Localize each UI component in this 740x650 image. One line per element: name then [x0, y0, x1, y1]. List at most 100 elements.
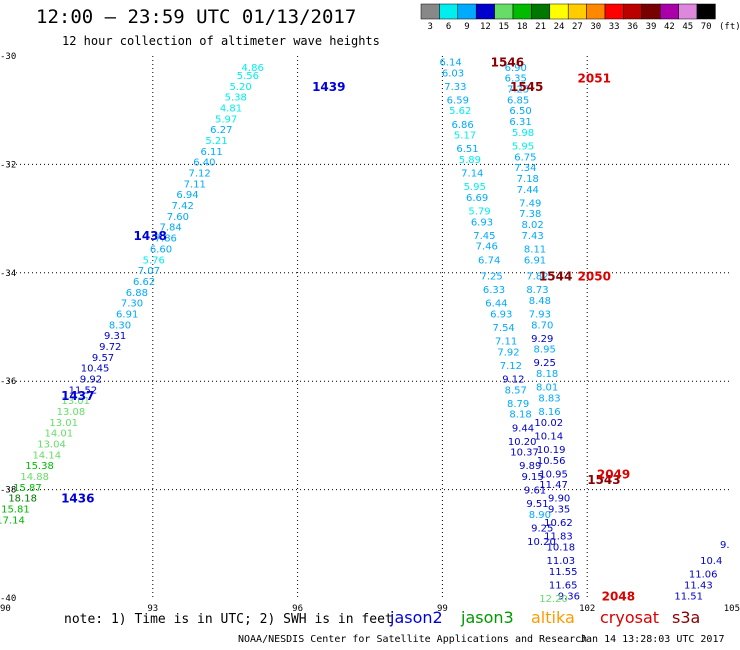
wave-height-value: 11.51	[674, 591, 703, 602]
wave-height-value: 15.87	[13, 483, 42, 494]
wave-height-value: 7.46	[476, 242, 498, 253]
time-label: 2048	[602, 589, 635, 603]
wave-height-value: 7.42	[172, 201, 194, 212]
wave-height-value: 7.30	[121, 299, 143, 310]
wave-height-value: 7.86	[155, 234, 177, 245]
wave-height-value: 5.38	[225, 93, 247, 104]
wave-height-value: 4.81	[220, 103, 242, 114]
wave-height-value: 9.29	[531, 334, 553, 345]
time-label: 1439	[312, 80, 345, 94]
time-label: 2051	[578, 72, 611, 86]
x-tick-label: 99	[437, 604, 448, 614]
y-tick-label: -32	[0, 160, 16, 170]
y-tick-label: -38	[0, 486, 16, 496]
wave-height-value: 14.14	[32, 450, 61, 461]
wave-height-value: 9.89	[519, 461, 541, 472]
wave-height-value: 10.19	[537, 445, 566, 456]
footer-timestamp: Jan 14 13:28:03 UTC 2017	[580, 634, 725, 645]
wave-height-value: 10.14	[534, 431, 563, 442]
wave-height-value: 7.49	[519, 198, 541, 209]
chart-subtitle: 12 hour collection of altimeter wave hei…	[62, 34, 380, 48]
time-label: 1546	[491, 55, 524, 69]
wave-height-value: 6.31	[509, 117, 531, 128]
color-scale-label: 33	[608, 22, 620, 32]
color-scale-label: 12	[479, 22, 491, 32]
time-label: 1437	[61, 389, 94, 403]
color-scale-bin	[494, 3, 514, 20]
wave-height-value: 11.43	[684, 580, 713, 591]
wave-height-value: 17.14	[0, 515, 25, 526]
color-scale-label: 6	[445, 22, 452, 32]
wave-height-value: 6.11	[201, 147, 223, 158]
wave-height-value: 5.17	[454, 131, 476, 142]
x-tick-label: 96	[292, 604, 303, 614]
x-tick-label: 102	[579, 604, 595, 614]
time-labels: 1439 1438 1437 1436 1546 1545 1544 1543 2051 2050…	[61, 55, 635, 603]
axis-ticks: 90 93 96 99 102 105 -30 -32 -34 -36 -38 -40	[0, 52, 740, 614]
wave-height-value: 10.37	[510, 448, 539, 459]
color-scale-unit: (ft)	[719, 22, 740, 32]
wave-height-value: 8.18	[536, 369, 558, 380]
wave-height-value: 8.11	[524, 244, 546, 255]
color-scale-label: 3	[427, 22, 433, 32]
wave-height-value: 5.98	[512, 128, 534, 139]
time-label: 1438	[133, 229, 166, 243]
wave-height-value: 6.74	[478, 255, 500, 266]
color-scale-label: 27	[571, 22, 583, 32]
wave-height-value: 6.50	[509, 106, 531, 117]
wave-height-value: 6.91	[116, 309, 138, 320]
wave-height-value: 6.59	[447, 95, 469, 106]
wave-height-value: 7.25	[480, 272, 502, 283]
wave-height-value: 11.55	[549, 567, 578, 578]
wave-height-value: 7.43	[521, 231, 543, 242]
wave-height-value: 9.15	[521, 472, 543, 483]
y-tick-label: -36	[0, 377, 16, 387]
wave-height-value: 9.25	[531, 524, 553, 535]
wave-height-value: 6.88	[126, 288, 148, 299]
time-label: 1545	[510, 80, 543, 94]
color-scale-label: 9	[464, 22, 470, 32]
wave-height-value: 11.03	[546, 556, 575, 567]
time-label: 1543	[587, 473, 620, 487]
wave-height-value: 9.44	[512, 423, 534, 434]
wave-height-value: 15.81	[1, 505, 30, 516]
wave-height-value: 10.95	[539, 469, 568, 480]
wave-height-value: 14.01	[45, 429, 74, 440]
wave-height-value: 10.20	[508, 437, 537, 448]
legend-jason3: jason3	[461, 608, 514, 627]
wave-height-value: 9.72	[99, 342, 121, 353]
wave-height-value: 6.51	[456, 144, 478, 155]
color-scale-bin	[604, 3, 624, 20]
wave-height-value: 13.01	[61, 396, 90, 407]
wave-height-value: 7.12	[188, 169, 210, 180]
wave-height-value: 6.91	[524, 255, 546, 266]
wave-height-value: 7.25	[507, 85, 529, 96]
wave-height-value: 18.18	[8, 494, 37, 505]
legend-cryosat: cryosat	[600, 608, 660, 627]
wave-height-value: 6.44	[485, 299, 507, 310]
wave-height-value: 5.95	[464, 182, 486, 193]
wave-height-value: 5.20	[229, 82, 251, 93]
wave-height-value: 8.30	[109, 320, 131, 331]
footer-credit: NOAA/NESDIS Center for Satellite Applica…	[238, 634, 588, 645]
time-label: 1544	[539, 270, 572, 284]
color-scale-bin	[696, 3, 716, 20]
wave-height-value: 13.04	[37, 440, 66, 451]
wave-height-value: 6.85	[507, 95, 529, 106]
wave-height-value: 8.79	[507, 399, 529, 410]
wave-height-value: 7.92	[497, 347, 519, 358]
x-tick-label: 105	[724, 604, 740, 614]
wave-height-value: 7.18	[517, 174, 539, 185]
wave-height-value: 6.93	[490, 309, 512, 320]
y-tick-label: -34	[0, 269, 16, 279]
wave-height-value: 5.56	[237, 71, 259, 82]
wave-height-value: 9.25	[534, 358, 556, 369]
wave-height-value: 7.07	[138, 266, 160, 277]
color-scale-bin	[567, 3, 587, 20]
wave-height-value: 9.12	[502, 374, 524, 385]
color-scale-bin	[586, 3, 606, 20]
color-scale-label: 30	[590, 22, 602, 32]
wave-height-value: 9.	[720, 540, 730, 551]
wave-height-value: 6.03	[442, 68, 464, 79]
